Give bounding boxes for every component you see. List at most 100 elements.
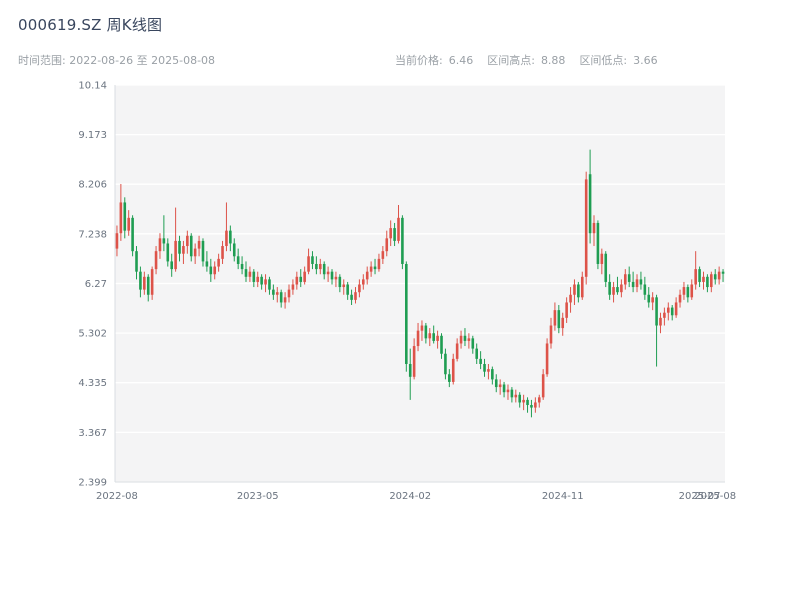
candle-body — [455, 343, 459, 359]
candle-body — [131, 217, 134, 252]
candle-body — [362, 279, 365, 285]
candle-body — [315, 263, 318, 270]
candle-body — [412, 346, 416, 377]
candle-body — [201, 240, 205, 262]
candle-body — [604, 253, 608, 282]
candle-body — [127, 217, 130, 231]
candle-body — [717, 271, 721, 280]
candle-body — [268, 279, 271, 290]
candle-body — [444, 353, 447, 375]
candle-body — [389, 228, 392, 239]
candle-body — [365, 271, 369, 280]
candle-body — [318, 263, 322, 270]
candle-body — [369, 266, 373, 272]
x-tick-label: 2022-08 — [96, 491, 138, 502]
candle-body — [573, 284, 576, 295]
candle-body — [346, 284, 349, 295]
x-tick-label: 2023-05 — [237, 491, 279, 502]
candle-body — [631, 281, 635, 288]
candle-body — [311, 256, 314, 264]
candle-body — [702, 276, 705, 282]
candle-body — [545, 343, 549, 375]
candle-body — [256, 276, 260, 282]
candle-body — [229, 230, 232, 244]
candle-body — [416, 330, 420, 347]
candle-body — [232, 243, 236, 257]
current-price-value: 6.46 — [448, 54, 474, 67]
candle-body — [537, 397, 541, 403]
y-tick-label: 10.14 — [78, 81, 107, 92]
candle-body — [299, 276, 303, 282]
candle-body — [295, 276, 299, 285]
candle-body — [494, 379, 498, 388]
candle-body — [393, 228, 396, 241]
candle-body — [338, 276, 342, 288]
candle-body — [491, 369, 494, 380]
candle-body — [588, 174, 592, 234]
candle-body — [467, 338, 471, 341]
candle-body — [420, 325, 424, 331]
candle-body — [401, 217, 404, 264]
candle-body — [483, 363, 486, 372]
candle-body — [643, 284, 647, 295]
y-tick-label: 7.238 — [78, 229, 107, 240]
candle-body — [178, 240, 181, 254]
candle-body — [350, 294, 353, 300]
candle-body — [647, 294, 651, 303]
candle-body — [115, 233, 119, 249]
candle-body — [162, 238, 166, 244]
range-low-value: 3.66 — [633, 54, 658, 67]
candle-body — [518, 394, 522, 403]
candle-body — [451, 358, 455, 382]
candle-body — [381, 251, 385, 259]
candle-body — [334, 276, 338, 280]
candle-body — [526, 399, 529, 406]
candle-body — [330, 271, 334, 280]
candle-body — [209, 266, 213, 275]
candle-body — [530, 405, 533, 408]
y-tick-label: 5.302 — [78, 329, 107, 340]
y-tick-label: 8.206 — [78, 180, 107, 191]
candle-body — [119, 202, 123, 234]
y-tick-label: 2.399 — [78, 478, 107, 489]
candle-body — [205, 261, 209, 267]
candle-body — [682, 287, 686, 295]
candle-body — [244, 269, 248, 277]
candle-body — [275, 292, 279, 295]
candle-body — [580, 276, 584, 298]
candle-body — [569, 294, 572, 303]
candle-body — [307, 256, 310, 272]
candle-body — [279, 292, 283, 303]
candle-body — [557, 310, 561, 329]
candle-body — [143, 276, 146, 290]
candle-body — [600, 253, 604, 264]
candle-body — [123, 202, 127, 231]
candle-body — [463, 335, 467, 341]
candle-body — [698, 269, 701, 282]
candle-body — [326, 271, 330, 275]
candle-body — [428, 333, 432, 339]
candle-body — [620, 284, 623, 293]
candle-body — [186, 235, 189, 247]
candle-body — [713, 274, 717, 280]
candle-body — [146, 276, 150, 295]
candle-body — [678, 294, 682, 303]
candle-body — [283, 297, 287, 303]
candle-body — [287, 289, 291, 298]
candle-body — [596, 222, 600, 264]
candle-body — [213, 266, 217, 275]
x-tick-label: 2025-07 — [679, 491, 721, 502]
candle-body — [272, 289, 275, 295]
candle-body — [408, 363, 412, 377]
date-range-label: 时间范围: 2022-08-26 至 2025-08-08 — [18, 54, 216, 67]
page-title: 000619.SZ 周K线图 — [18, 16, 163, 34]
candle-body — [663, 312, 666, 318]
candle-body — [592, 222, 596, 234]
candle-body — [440, 335, 443, 354]
candle-body — [358, 284, 361, 293]
candle-body — [291, 284, 295, 290]
candle-body — [612, 287, 615, 295]
candle-body — [397, 217, 400, 241]
candle-body — [150, 269, 154, 295]
candle-body — [170, 261, 173, 270]
